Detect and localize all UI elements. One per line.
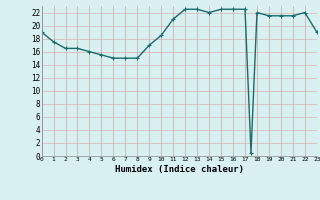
X-axis label: Humidex (Indice chaleur): Humidex (Indice chaleur) [115,165,244,174]
